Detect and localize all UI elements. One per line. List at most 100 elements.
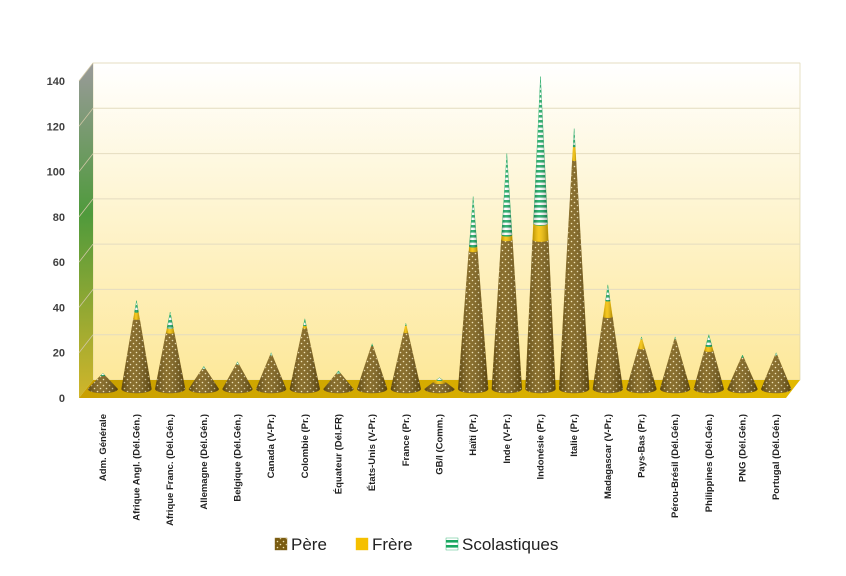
cone [693,333,725,394]
cone [87,372,119,394]
cone-shading [323,373,354,393]
cone-shading [458,250,489,393]
back-wall [92,62,801,381]
cone-shading [640,336,643,340]
cone [356,343,388,394]
cone-shading [704,345,714,352]
cone-shading [236,361,239,365]
x-category-label: Allemagne (Dél.Gén.) [199,414,210,510]
cone [255,352,287,394]
cone-shading [371,343,373,347]
cone-shading [605,284,611,302]
x-category-label: Afrique Franc. (Dél.Gén.) [165,414,176,526]
cone-shading [100,373,105,376]
cone-shading [436,377,443,381]
cone-shading [270,352,273,356]
y-tick-label: 100 [47,167,65,179]
cone [760,352,792,394]
x-category-label: Équateur (Dél.FR) [334,414,345,494]
cone [626,336,657,394]
cone-shading [433,379,446,384]
cone-shading [121,318,152,393]
x-axis-category-labels: Adm. Générale Afrique Angl. (Dél.Gén.) Afr… [98,414,782,526]
legend: Père Frère Scolastiques [274,535,558,554]
x-category-label: Madagascar (V-Pr.) [603,414,614,499]
cone [659,336,691,394]
cone-shading [468,246,478,253]
gridline-side [78,334,94,353]
cone-shading [202,366,206,370]
cone-shading [572,146,576,161]
cone [424,377,455,394]
x-category-label: Indonésie (Pr.) [536,414,547,479]
cone-shading [289,327,320,393]
y-tick-label: 20 [53,348,65,360]
cone-shading [501,235,513,242]
cone-shading [222,364,253,393]
gridline-side [78,198,94,218]
cone-shading [741,355,744,358]
cone-shading [727,357,758,393]
legend-label: Frère [372,535,413,554]
gridline-side [78,62,94,82]
cone [323,370,354,394]
cone-shading [573,128,576,147]
cone-shading [674,336,676,340]
cone-shading [501,153,513,237]
legend-swatch [274,537,288,551]
x-category-label: Canada (V-Pr.) [266,414,277,478]
legend-item: Frère [355,535,413,554]
chart-walls [79,62,801,398]
cone-shading [166,327,175,334]
cone-shading [390,332,421,393]
x-category-label: Belgique (Dél.Gén.) [233,414,244,502]
x-category-label: Italie (Pr.) [569,414,580,457]
x-category-label: Afrique Angl. (Dél.Gén.) [132,414,143,521]
cone [525,76,556,394]
cone-shading [403,325,408,333]
cone [727,354,758,394]
cone [491,153,523,394]
cone-shading [533,76,548,226]
cone [390,323,422,394]
cone-shading [525,239,556,393]
cone-shading [256,355,287,393]
cone-shading [134,300,139,313]
y-tick-label: 140 [47,76,65,88]
cone-shading [603,300,613,318]
gridlines [78,62,800,353]
x-category-label: Pays-Bas (Pr.) [637,414,648,478]
cone [188,365,220,394]
x-category-label: Pérou-Brésil (Dél.Gén.) [670,414,681,518]
cone [558,128,590,394]
gridline-side [78,153,94,172]
y-tick-label: 0 [59,393,65,405]
cone-shading [638,339,645,350]
cone-shading [469,196,478,248]
side-wall [79,63,93,398]
cone-shading [660,339,691,393]
cone [121,300,152,394]
cone-shading [188,368,219,393]
cone-shading [592,316,623,393]
cone [289,318,321,394]
gridline-side [78,243,94,263]
y-tick-label: 120 [47,121,65,133]
x-category-label: GB/I (Comm.) [435,414,446,475]
data-cones [87,76,792,394]
cone-shading [559,160,590,393]
gridline-side [78,289,94,308]
legend-label: Père [291,535,327,554]
x-category-label: Adm. Générale [98,414,109,481]
cone [592,284,624,394]
x-category-label: Colombie (Pr.) [300,414,311,478]
cone-shading [532,223,549,242]
x-category-label: États-Unis (V-Pr.) [367,414,378,491]
y-axis-tick-labels: 0 20 40 60 80 100 120 140 [47,76,65,405]
cone-shading [133,312,140,320]
legend-label: Scolastiques [462,535,558,554]
x-category-label: Portugal (Dél.Gén.) [771,414,782,500]
cone-shading [167,312,174,329]
